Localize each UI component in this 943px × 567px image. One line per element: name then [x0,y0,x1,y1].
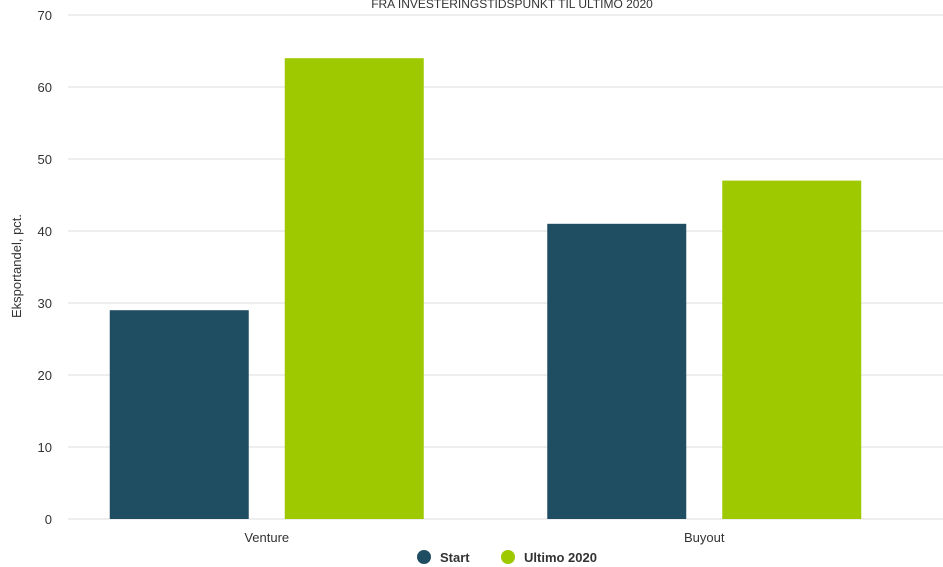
bar-venture-ultimo-2020[interactable] [284,58,424,519]
legend[interactable]: Start Ultimo 2020 [417,550,597,565]
y-tick-label: 10 [38,440,52,455]
y-tick-label: 0 [45,512,52,527]
bar-buyout-start[interactable] [547,223,687,520]
x-tick-label: Venture [244,530,289,545]
y-tick-label: 50 [38,152,52,167]
y-tick-label: 60 [38,80,52,95]
bar-venture-start[interactable] [109,310,249,519]
y-tick-label: 30 [38,296,52,311]
chart-title: FRA INVESTERINGSTIDSPUNKT TIL ULTIMO 202… [371,0,653,11]
x-axis-ticks: Venture Buyout [244,530,725,545]
legend-marker-ultimo-2020[interactable] [501,550,515,564]
bar-buyout-ultimo-2020[interactable] [722,180,862,519]
legend-label-start[interactable]: Start [440,550,470,565]
x-tick-label: Buyout [684,530,725,545]
y-axis-ticks: 0 10 20 30 40 50 60 70 [38,8,52,527]
y-tick-label: 20 [38,368,52,383]
legend-label-ultimo-2020[interactable]: Ultimo 2020 [524,550,597,565]
y-tick-label: 70 [38,8,52,23]
legend-marker-start[interactable] [417,550,431,564]
bars [109,58,862,520]
y-tick-label: 40 [38,224,52,239]
y-axis-label: Eksportandel, pct. [9,214,24,318]
